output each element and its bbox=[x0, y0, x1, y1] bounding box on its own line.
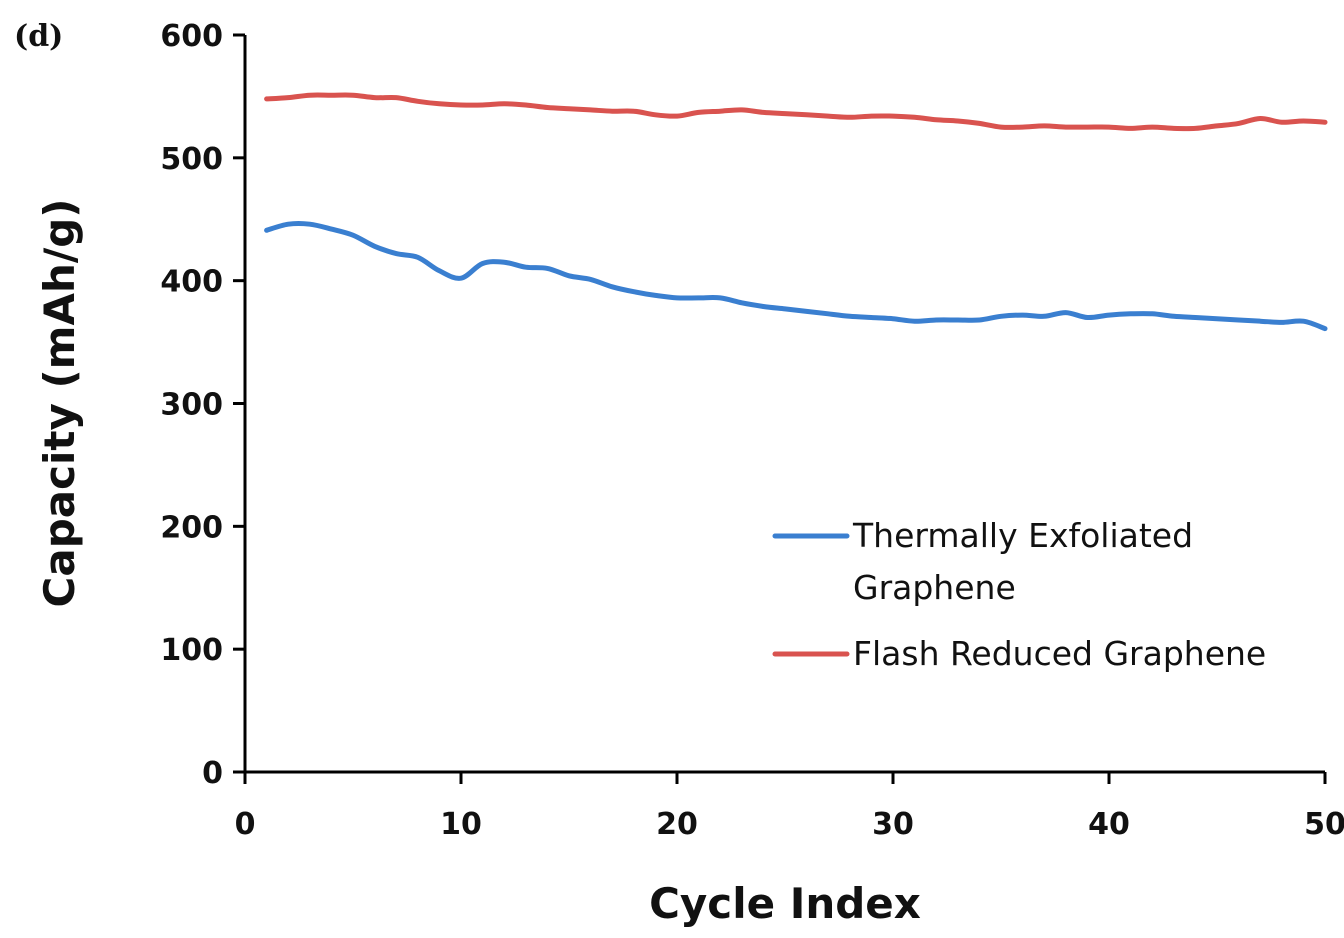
y-tick-label-1: 100 bbox=[160, 633, 223, 668]
x-tick-label-1: 10 bbox=[440, 807, 482, 842]
legend-label-1-0: Flash Reduced Graphene bbox=[853, 634, 1266, 673]
x-tick-label-5: 50 bbox=[1304, 807, 1344, 842]
y-tick-label-0: 0 bbox=[202, 756, 223, 791]
y-tick-label-2: 200 bbox=[160, 510, 223, 545]
x-tick-label-4: 40 bbox=[1088, 807, 1130, 842]
y-tick-label-5: 500 bbox=[160, 142, 223, 177]
y-tick-label-3: 300 bbox=[160, 388, 223, 423]
legend-label-0-1: Graphene bbox=[853, 568, 1016, 607]
x-tick-label-0: 0 bbox=[235, 807, 256, 842]
series-lines bbox=[264, 92, 1328, 332]
y-axis-title: Capacity (mAh/g) bbox=[35, 199, 84, 608]
panel-label: (d) bbox=[14, 19, 63, 54]
series-line-0 bbox=[264, 220, 1328, 332]
x-tick-label-3: 30 bbox=[872, 807, 914, 842]
x-tick-label-2: 20 bbox=[656, 807, 698, 842]
series-line-1 bbox=[264, 92, 1328, 132]
x-axis-title: Cycle Index bbox=[649, 879, 921, 928]
y-axis-ticks: 0 100 200 300 400 500 600 bbox=[160, 19, 245, 791]
legend-label-0-0: Thermally Exfoliated bbox=[852, 516, 1193, 555]
y-tick-label-4: 400 bbox=[160, 265, 223, 300]
legend: Thermally Exfoliated Graphene Flash Reduce… bbox=[772, 516, 1266, 673]
y-tick-label-6: 600 bbox=[160, 19, 223, 54]
x-axis-ticks: 0 10 20 30 40 50 bbox=[235, 772, 1344, 842]
